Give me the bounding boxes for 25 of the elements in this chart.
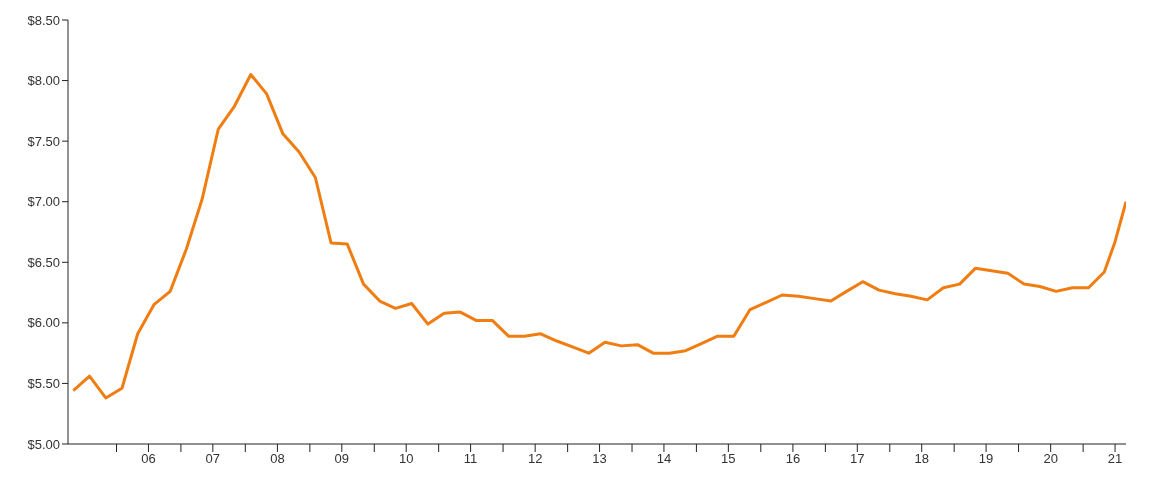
x-tick-label: 20 xyxy=(1043,451,1058,467)
y-tick-label: $7.00 xyxy=(27,194,60,210)
y-tick-label: $6.50 xyxy=(27,254,60,270)
y-tick-label: $8.50 xyxy=(27,12,60,28)
x-tick-label: 10 xyxy=(398,451,414,467)
x-tick-label: 19 xyxy=(978,451,994,467)
x-tick-label: 09 xyxy=(334,451,350,467)
x-tick-label: 18 xyxy=(914,451,929,467)
x-tick-label: 16 xyxy=(785,451,801,467)
y-tick-label: $8.00 xyxy=(27,73,60,89)
x-tick-label: 12 xyxy=(527,451,543,467)
y-tick-label: $5.00 xyxy=(27,436,60,452)
y-tick-label: $5.50 xyxy=(27,376,60,392)
y-tick-label: $7.50 xyxy=(27,133,60,149)
x-tick-label: 17 xyxy=(850,451,865,467)
y-tick-label: $6.00 xyxy=(27,315,60,331)
x-tick-label: 11 xyxy=(463,451,478,467)
line-series xyxy=(71,73,1126,400)
x-tick-label: 13 xyxy=(592,451,607,467)
x-tick-label: 07 xyxy=(205,451,221,467)
x-tick-label: 06 xyxy=(141,451,156,467)
x-tick-label: 15 xyxy=(721,451,736,467)
x-tick-label: 14 xyxy=(656,451,672,467)
x-tick-label: 08 xyxy=(270,451,285,467)
x-tick-label: 21 xyxy=(1107,451,1123,467)
